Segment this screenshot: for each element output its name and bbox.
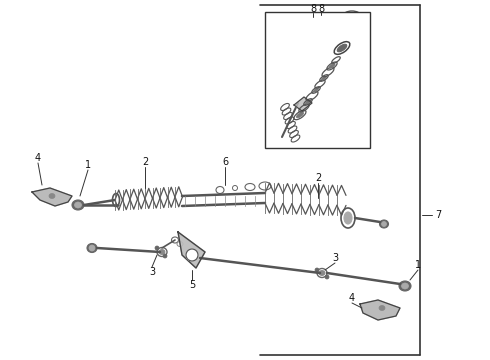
Text: 8: 8 <box>318 4 324 14</box>
Ellipse shape <box>401 283 409 289</box>
Text: 8: 8 <box>310 4 316 14</box>
Text: 2: 2 <box>142 157 148 167</box>
Ellipse shape <box>89 245 95 251</box>
Text: 4: 4 <box>349 293 355 303</box>
Text: 6: 6 <box>222 157 228 167</box>
Polygon shape <box>32 188 72 206</box>
Ellipse shape <box>379 220 389 228</box>
Ellipse shape <box>315 268 319 272</box>
Ellipse shape <box>325 275 329 279</box>
Ellipse shape <box>321 76 326 80</box>
Text: 5: 5 <box>189 280 195 290</box>
Ellipse shape <box>296 112 304 118</box>
Ellipse shape <box>72 200 84 210</box>
Polygon shape <box>360 300 400 320</box>
Ellipse shape <box>344 212 352 224</box>
Ellipse shape <box>159 249 165 255</box>
Ellipse shape <box>155 246 159 250</box>
Ellipse shape <box>186 249 198 261</box>
Ellipse shape <box>74 202 81 208</box>
Ellipse shape <box>319 270 325 275</box>
Ellipse shape <box>382 221 387 226</box>
Text: 1: 1 <box>415 260 421 270</box>
Ellipse shape <box>49 194 55 198</box>
Text: 7: 7 <box>435 210 441 220</box>
Text: 1: 1 <box>85 160 91 170</box>
Text: 2: 2 <box>315 173 321 183</box>
Ellipse shape <box>163 254 167 258</box>
Ellipse shape <box>87 243 97 252</box>
Text: 4: 4 <box>35 153 41 163</box>
Text: 3: 3 <box>332 253 338 263</box>
Polygon shape <box>294 97 312 111</box>
Ellipse shape <box>337 44 347 52</box>
Polygon shape <box>178 232 205 268</box>
Ellipse shape <box>305 100 311 104</box>
Ellipse shape <box>399 281 411 291</box>
Bar <box>265 12 370 148</box>
Text: 3: 3 <box>149 267 155 277</box>
Ellipse shape <box>379 306 385 310</box>
Ellipse shape <box>314 88 318 92</box>
Ellipse shape <box>329 64 335 68</box>
